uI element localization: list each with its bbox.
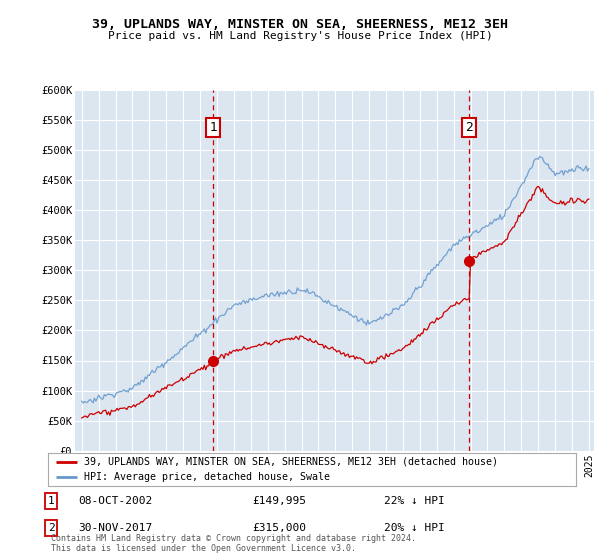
Text: 2: 2: [465, 121, 473, 134]
Text: 1: 1: [209, 121, 217, 134]
Text: Price paid vs. HM Land Registry's House Price Index (HPI): Price paid vs. HM Land Registry's House …: [107, 31, 493, 41]
Text: 30-NOV-2017: 30-NOV-2017: [78, 523, 152, 533]
Text: 1: 1: [47, 496, 55, 506]
Text: 2: 2: [47, 523, 55, 533]
Text: 08-OCT-2002: 08-OCT-2002: [78, 496, 152, 506]
Text: 39, UPLANDS WAY, MINSTER ON SEA, SHEERNESS, ME12 3EH: 39, UPLANDS WAY, MINSTER ON SEA, SHEERNE…: [92, 18, 508, 31]
Text: Contains HM Land Registry data © Crown copyright and database right 2024.
This d: Contains HM Land Registry data © Crown c…: [51, 534, 416, 553]
Text: HPI: Average price, detached house, Swale: HPI: Average price, detached house, Swal…: [84, 473, 330, 482]
Text: 20% ↓ HPI: 20% ↓ HPI: [384, 523, 445, 533]
Text: 22% ↓ HPI: 22% ↓ HPI: [384, 496, 445, 506]
Text: £149,995: £149,995: [252, 496, 306, 506]
Text: 39, UPLANDS WAY, MINSTER ON SEA, SHEERNESS, ME12 3EH (detached house): 39, UPLANDS WAY, MINSTER ON SEA, SHEERNE…: [84, 457, 498, 467]
Text: £315,000: £315,000: [252, 523, 306, 533]
